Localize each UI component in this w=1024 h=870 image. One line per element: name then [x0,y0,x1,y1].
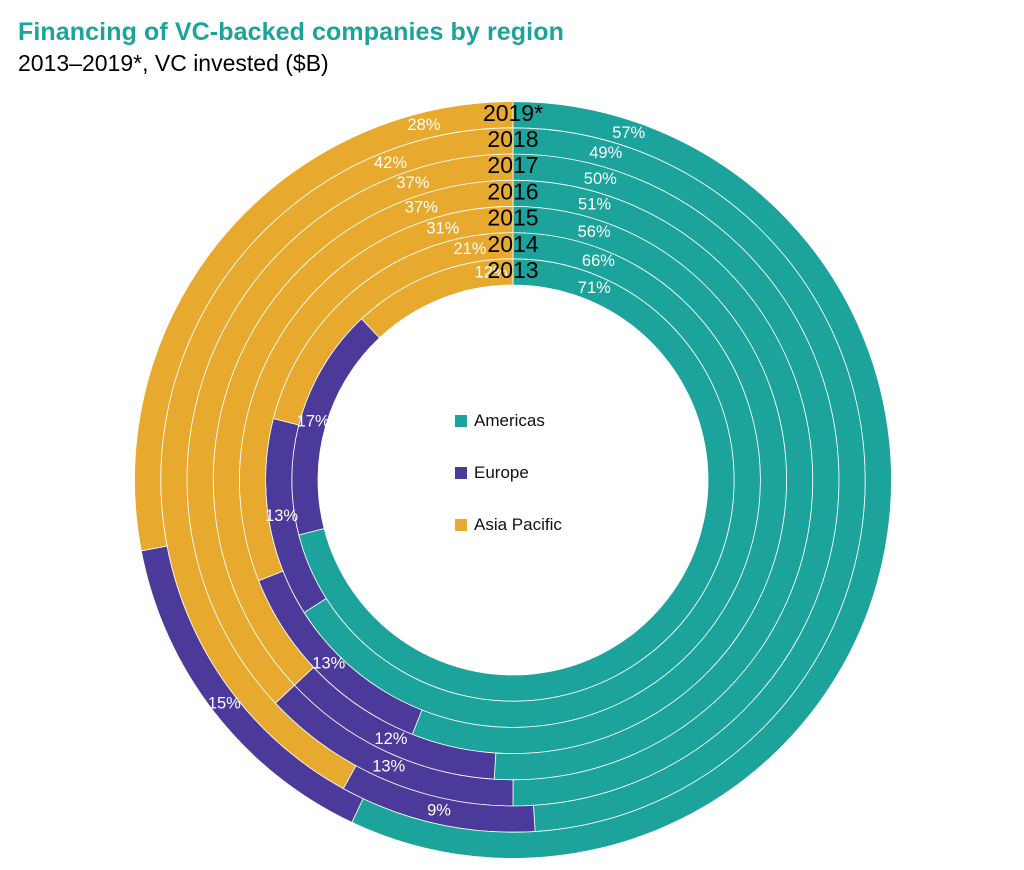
ring-2019-americas-label: 57% [612,124,645,142]
year-label-2018: 2018 [487,126,538,152]
ring-2014-americas-label: 66% [582,252,615,270]
ring-2014-europe-label: 13% [265,507,298,525]
chart-subtitle: 2013–2019*, VC invested ($B) [18,50,329,76]
legend-item-asia-pacific: Asia Pacific [455,512,562,538]
ring-2018-americas-label: 49% [589,144,622,162]
ring-2017-asia-pacific-label: 37% [396,174,429,192]
year-label-2013: 2013 [487,257,538,283]
legend-item-europe: Europe [455,460,562,486]
year-label-2019: 2019* [483,100,543,126]
ring-2013-americas-label: 71% [578,279,611,297]
legend-label-americas: Americas [474,411,545,430]
ring-2019-asia-pacific-label: 28% [407,116,440,134]
ring-2016-americas-label: 51% [578,195,611,213]
ring-2018-europe-label: 9% [427,801,451,819]
ring-2015-asia-pacific-label: 31% [426,219,459,237]
year-label-2016: 2016 [487,178,538,204]
ring-2015-europe-label: 13% [312,655,345,673]
legend-swatch-americas [455,415,467,427]
ring-2016-europe-label: 12% [374,730,407,748]
ring-2018-asia-pacific-label: 42% [374,154,407,172]
year-label-2014: 2014 [487,231,538,257]
ring-2016-asia-pacific-label: 37% [405,199,438,217]
label-group: 71% 17% 12% 66% 13% 21% 56% 13% 31% 51% 12% 37% 50% 1… [208,116,646,819]
legend-swatch-europe [455,467,467,479]
ring-2019-asia-pacific-segment [134,101,514,552]
legend-label-asia-pacific: Asia Pacific [474,515,562,534]
ring-2013-asia-pacific-label: 12% [475,263,508,281]
chart-title: Financing of VC-backed companies by regi… [18,18,564,46]
year-label-2015: 2015 [487,205,538,231]
ring-2015-americas-label: 56% [578,223,611,241]
legend-item-americas: Americas [455,408,562,434]
ring-2014-asia-pacific-label: 21% [453,240,486,258]
legend-label-europe: Europe [474,463,529,482]
legend: Americas Europe Asia Pacific [455,408,562,564]
ring-2019-americas-segment [351,101,892,859]
year-label-2017: 2017 [487,152,538,178]
ring-2013-europe-label: 17% [297,412,330,430]
ring-2017-europe-label: 13% [372,758,405,776]
ring-2017-americas-label: 50% [584,170,617,188]
ring-2019-europe-label: 15% [208,694,241,712]
ring-group [134,101,892,859]
legend-swatch-asia-pacific [455,519,467,531]
